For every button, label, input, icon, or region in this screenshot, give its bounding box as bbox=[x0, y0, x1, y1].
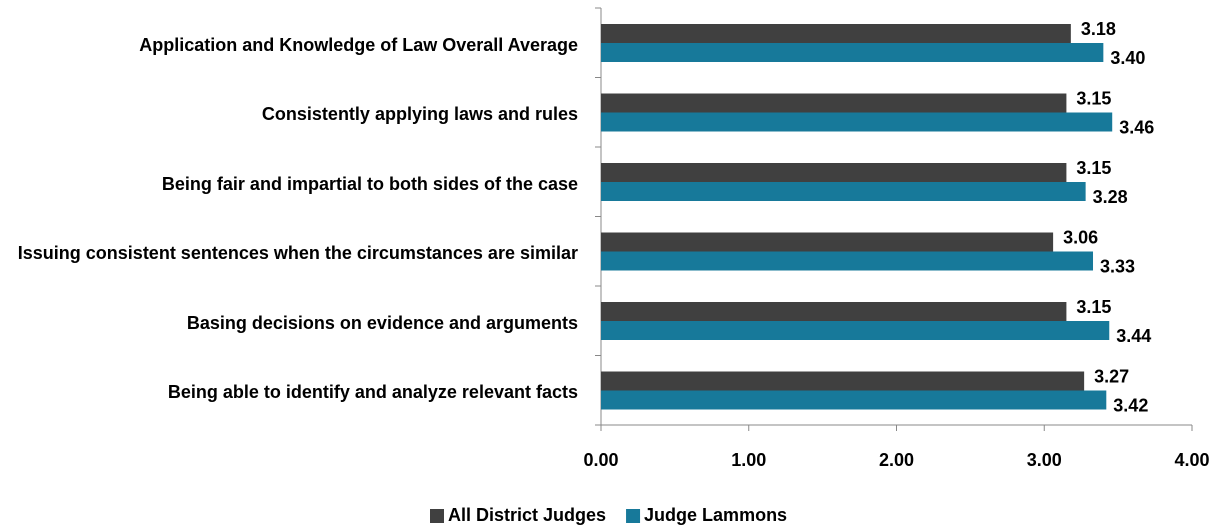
x-tick-label: 4.00 bbox=[1174, 450, 1209, 470]
data-label: 3.42 bbox=[1113, 395, 1148, 415]
x-tick-label: 3.00 bbox=[1027, 450, 1062, 470]
x-tick-label: 2.00 bbox=[879, 450, 914, 470]
data-label: 3.33 bbox=[1100, 256, 1135, 276]
data-label: 3.40 bbox=[1110, 48, 1145, 68]
category-label: Issuing consistent sentences when the ci… bbox=[17, 243, 578, 264]
bar bbox=[601, 302, 1067, 321]
legend-swatch bbox=[626, 509, 641, 523]
category-label: Being fair and impartial to both sides o… bbox=[161, 173, 578, 194]
data-label: 3.15 bbox=[1076, 88, 1111, 108]
legend-label: All District Judges bbox=[448, 505, 606, 525]
bar bbox=[601, 390, 1107, 410]
data-label: 3.15 bbox=[1076, 158, 1111, 178]
bar bbox=[601, 112, 1113, 132]
data-label: 3.44 bbox=[1116, 326, 1151, 346]
bar bbox=[601, 182, 1086, 201]
data-label: 3.18 bbox=[1081, 19, 1116, 39]
bar bbox=[601, 232, 1054, 252]
data-label: 3.27 bbox=[1094, 366, 1129, 386]
bar bbox=[601, 251, 1094, 271]
category-label: Consistently applying laws and rules bbox=[261, 104, 578, 125]
bar bbox=[601, 321, 1110, 340]
category-label: Being able to identify and analyze relev… bbox=[167, 382, 578, 403]
bar bbox=[601, 93, 1067, 113]
x-tick-label: 1.00 bbox=[731, 450, 766, 470]
bar bbox=[601, 43, 1104, 62]
category-label: Basing decisions on evidence and argumen… bbox=[186, 312, 578, 333]
data-label: 3.28 bbox=[1093, 187, 1128, 207]
x-tick-label: 0.00 bbox=[583, 450, 618, 470]
bar bbox=[601, 371, 1085, 391]
bar bbox=[601, 163, 1067, 182]
legend-label: Judge Lammons bbox=[644, 505, 787, 525]
data-label: 3.46 bbox=[1119, 117, 1154, 137]
bar bbox=[601, 24, 1071, 43]
data-label: 3.06 bbox=[1063, 227, 1098, 247]
legend-swatch bbox=[430, 509, 444, 523]
category-label: Application and Knowledge of Law Overall… bbox=[139, 34, 578, 55]
data-label: 3.15 bbox=[1076, 297, 1111, 317]
